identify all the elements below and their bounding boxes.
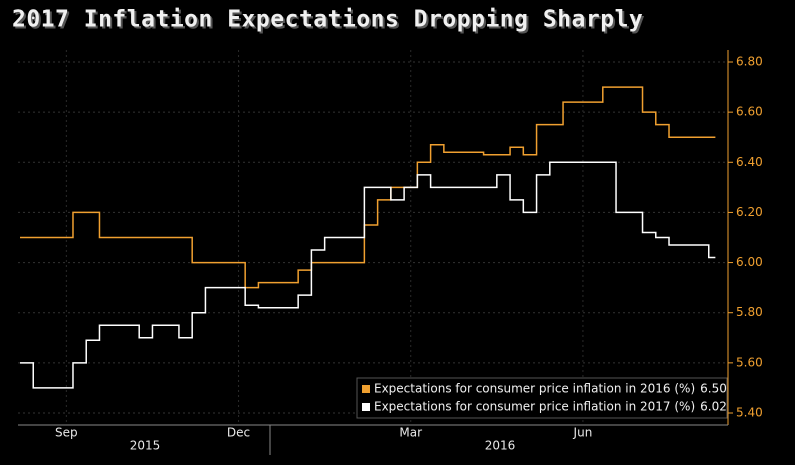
legend-value: 6.02 bbox=[700, 400, 727, 414]
x-tick-label: Sep bbox=[55, 426, 78, 440]
legend-swatch bbox=[362, 385, 370, 393]
y-tick-label: 5.60 bbox=[736, 355, 763, 369]
legend-value: 6.50 bbox=[700, 382, 727, 396]
y-tick-label: 6.40 bbox=[736, 155, 763, 169]
series-line bbox=[20, 161, 716, 389]
legend-label: Expectations for consumer price inflatio… bbox=[374, 400, 695, 414]
legend-box bbox=[356, 377, 728, 419]
legend-swatch bbox=[362, 403, 370, 411]
y-tick-label: 6.60 bbox=[736, 105, 763, 119]
chart-title: 2017 Inflation Expectations Dropping Sha… bbox=[12, 7, 643, 33]
y-tick-label: 6.20 bbox=[736, 205, 763, 219]
y-tick-label: 5.40 bbox=[736, 406, 763, 420]
x-tick-label: Jun bbox=[573, 426, 593, 440]
y-tick-label: 6.00 bbox=[736, 255, 763, 269]
year-label: 2016 bbox=[485, 439, 516, 453]
y-tick-label: 5.80 bbox=[736, 305, 763, 319]
y-tick-label: 6.80 bbox=[736, 55, 763, 69]
year-label: 2015 bbox=[130, 439, 161, 453]
legend-label: Expectations for consumer price inflatio… bbox=[374, 382, 695, 396]
chart-title-shadow: 2017 Inflation Expectations Dropping Sha… bbox=[14, 9, 645, 35]
x-tick-label: Mar bbox=[399, 426, 422, 440]
x-tick-label: Dec bbox=[227, 426, 250, 440]
